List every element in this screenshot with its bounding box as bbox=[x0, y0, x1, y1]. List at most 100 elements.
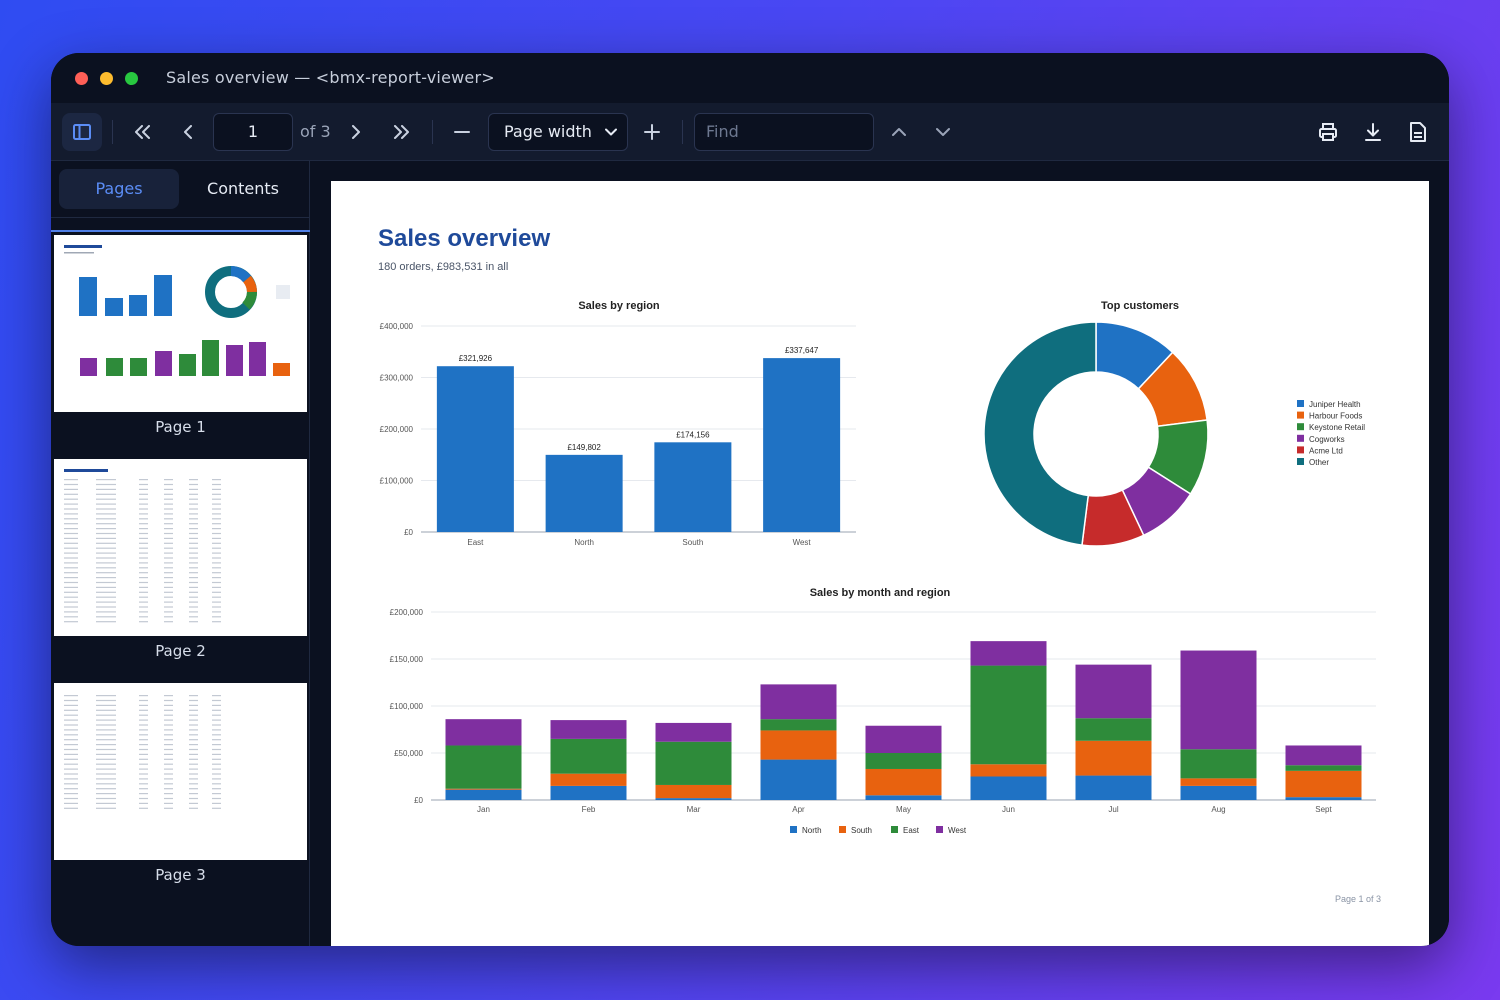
preview-table-line bbox=[139, 753, 148, 755]
legend-swatch bbox=[1297, 423, 1304, 431]
page-3-preview-graphic bbox=[64, 695, 221, 809]
preview-table-line bbox=[96, 793, 116, 795]
tab-contents[interactable]: Contents bbox=[207, 179, 279, 198]
y-tick-label: £50,000 bbox=[394, 749, 423, 758]
zoom-in-button[interactable] bbox=[638, 103, 666, 161]
preview-table-line bbox=[64, 542, 78, 544]
preview-table-line bbox=[96, 778, 116, 780]
sidebar-toggle-button[interactable] bbox=[61, 103, 103, 161]
y-tick-label: £400,000 bbox=[380, 322, 414, 331]
preview-table-line bbox=[164, 724, 173, 726]
preview-table-line bbox=[139, 552, 148, 554]
y-tick-label: £200,000 bbox=[390, 608, 424, 617]
preview-table-line bbox=[64, 758, 78, 760]
preview-table-line bbox=[164, 596, 173, 598]
preview-table-line bbox=[64, 479, 78, 481]
preview-table-line bbox=[164, 788, 173, 790]
preview-table-line bbox=[164, 508, 173, 510]
preview-table-line bbox=[139, 704, 148, 706]
bar bbox=[436, 366, 514, 532]
preview-table-line bbox=[139, 513, 148, 515]
preview-table-line bbox=[64, 537, 78, 539]
y-tick-label: £0 bbox=[414, 796, 423, 805]
document-properties-button[interactable] bbox=[1404, 103, 1432, 161]
report-subtitle: 180 orders, £983,531 in all bbox=[378, 261, 509, 273]
preview-table-line bbox=[96, 493, 116, 495]
preview-table-line bbox=[212, 601, 221, 603]
download-icon bbox=[1365, 123, 1381, 141]
preview-table-line bbox=[212, 744, 221, 746]
preview-table-line bbox=[212, 513, 221, 515]
preview-table-line bbox=[164, 537, 173, 539]
stacked-bar-segment bbox=[1180, 785, 1257, 800]
next-page-button[interactable] bbox=[342, 103, 370, 161]
x-tick-label: Jun bbox=[1002, 805, 1015, 814]
find-previous-button[interactable] bbox=[885, 103, 913, 161]
preview-table-line bbox=[64, 719, 78, 721]
preview-table-line bbox=[64, 773, 78, 775]
close-window-button[interactable] bbox=[75, 72, 88, 85]
preview-table-line bbox=[64, 807, 78, 809]
maximize-window-button[interactable] bbox=[125, 72, 138, 85]
find-next-button[interactable] bbox=[929, 103, 957, 161]
page-2-preview-table-lines bbox=[64, 479, 221, 623]
y-tick-label: £150,000 bbox=[390, 655, 424, 664]
legend-swatch bbox=[936, 826, 943, 833]
preview-table-line bbox=[96, 744, 116, 746]
tab-pages[interactable]: Pages bbox=[59, 169, 179, 209]
preview-table-line bbox=[139, 572, 148, 574]
preview-table-line bbox=[164, 479, 173, 481]
preview-table-line bbox=[164, 581, 173, 584]
preview-table-line bbox=[189, 532, 198, 535]
preview-table-line bbox=[189, 788, 198, 790]
preview-table-line bbox=[139, 528, 148, 530]
preview-table-line bbox=[139, 606, 148, 608]
previous-page-button[interactable] bbox=[174, 103, 202, 161]
stacked-bar-segment bbox=[1180, 749, 1257, 779]
preview-table-line bbox=[96, 581, 116, 584]
preview-table-line bbox=[212, 773, 221, 775]
x-tick-label: Feb bbox=[582, 805, 596, 814]
find-input[interactable]: Find bbox=[694, 113, 874, 151]
preview-table-line bbox=[164, 557, 173, 559]
first-page-button[interactable] bbox=[129, 103, 157, 161]
preview-table-line bbox=[96, 572, 116, 574]
zoom-select[interactable]: Page width bbox=[488, 113, 628, 151]
preview-table-line bbox=[139, 744, 148, 746]
page-number-input[interactable]: 1 bbox=[213, 113, 293, 151]
preview-table-line bbox=[164, 695, 173, 697]
document-viewer[interactable]: Sales overview 180 orders, £983,531 in a… bbox=[311, 161, 1449, 946]
preview-table-line bbox=[139, 508, 148, 510]
print-icon bbox=[1319, 123, 1337, 141]
preview-table-line bbox=[212, 724, 221, 726]
preview-table-line bbox=[189, 793, 198, 795]
preview-table-line bbox=[189, 567, 198, 569]
preview-table-line bbox=[189, 591, 198, 593]
zoom-out-button[interactable] bbox=[448, 103, 476, 161]
preview-table-line bbox=[212, 778, 221, 780]
preview-table-line bbox=[96, 729, 116, 731]
preview-table-line bbox=[139, 542, 148, 544]
preview-table-line bbox=[189, 611, 198, 613]
preview-table-line bbox=[189, 773, 198, 775]
minimize-window-button[interactable] bbox=[100, 72, 113, 85]
thumbnail-label: Page 1 bbox=[155, 418, 206, 436]
download-button[interactable] bbox=[1359, 103, 1387, 161]
preview-table-line bbox=[212, 621, 221, 623]
sidebar: Pages Contents bbox=[51, 161, 310, 946]
preview-table-line bbox=[96, 616, 116, 618]
preview-table-line bbox=[64, 523, 78, 525]
preview-table-line bbox=[189, 513, 198, 515]
find-previous-icon bbox=[892, 128, 906, 136]
print-button[interactable] bbox=[1314, 103, 1342, 161]
chart-title: Top customers bbox=[1101, 300, 1179, 312]
preview-table-line bbox=[189, 807, 198, 809]
preview-table-line bbox=[164, 709, 173, 711]
preview-table-line bbox=[164, 778, 173, 780]
legend-label: Harbour Foods bbox=[1309, 412, 1362, 421]
preview-table-line bbox=[96, 523, 116, 525]
preview-table-line bbox=[64, 797, 78, 800]
preview-table-line bbox=[139, 591, 148, 593]
preview-table-line bbox=[139, 532, 148, 535]
last-page-button[interactable] bbox=[387, 103, 415, 161]
